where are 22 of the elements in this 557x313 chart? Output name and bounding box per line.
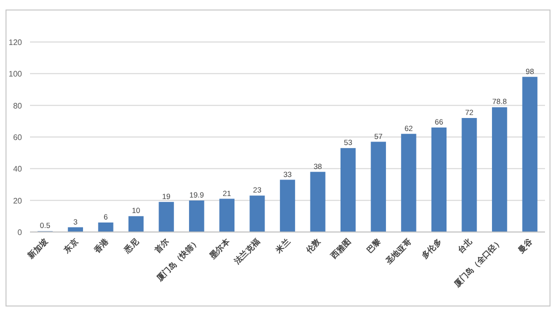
- x-tick-label: 悉尼: [122, 237, 140, 256]
- x-tick-label: 东京: [61, 237, 80, 256]
- y-tick-label: 20: [13, 196, 23, 206]
- y-tick-label: 100: [8, 70, 23, 79]
- y-tick-label: 60: [13, 133, 23, 142]
- x-tick-label: 圣地亚哥: [383, 237, 414, 267]
- x-tick-label: 米兰: [274, 237, 292, 256]
- y-tick-label: 80: [13, 101, 23, 110]
- x-tick-label: 巴黎: [365, 237, 383, 255]
- x-tick-label: 西雅图: [328, 237, 352, 262]
- x-tick-label: 墨尔本: [207, 236, 232, 262]
- x-tick-label: 法兰克福: [232, 237, 262, 267]
- x-tick-label: 香港: [92, 236, 111, 256]
- x-tick-label: 新加坡: [24, 236, 50, 262]
- y-tick-label: 40: [13, 164, 23, 174]
- x-tick-label: 伦敦: [304, 236, 323, 256]
- x-tick-label: 曼谷: [516, 236, 535, 256]
- x-tick-label: 首尔: [152, 236, 172, 256]
- x-tick-label: 多伦多: [420, 237, 444, 260]
- y-tick-label: 120: [8, 38, 23, 47]
- x-tick-label: 台北: [456, 236, 474, 255]
- y-tick-label: 0: [18, 228, 23, 237]
